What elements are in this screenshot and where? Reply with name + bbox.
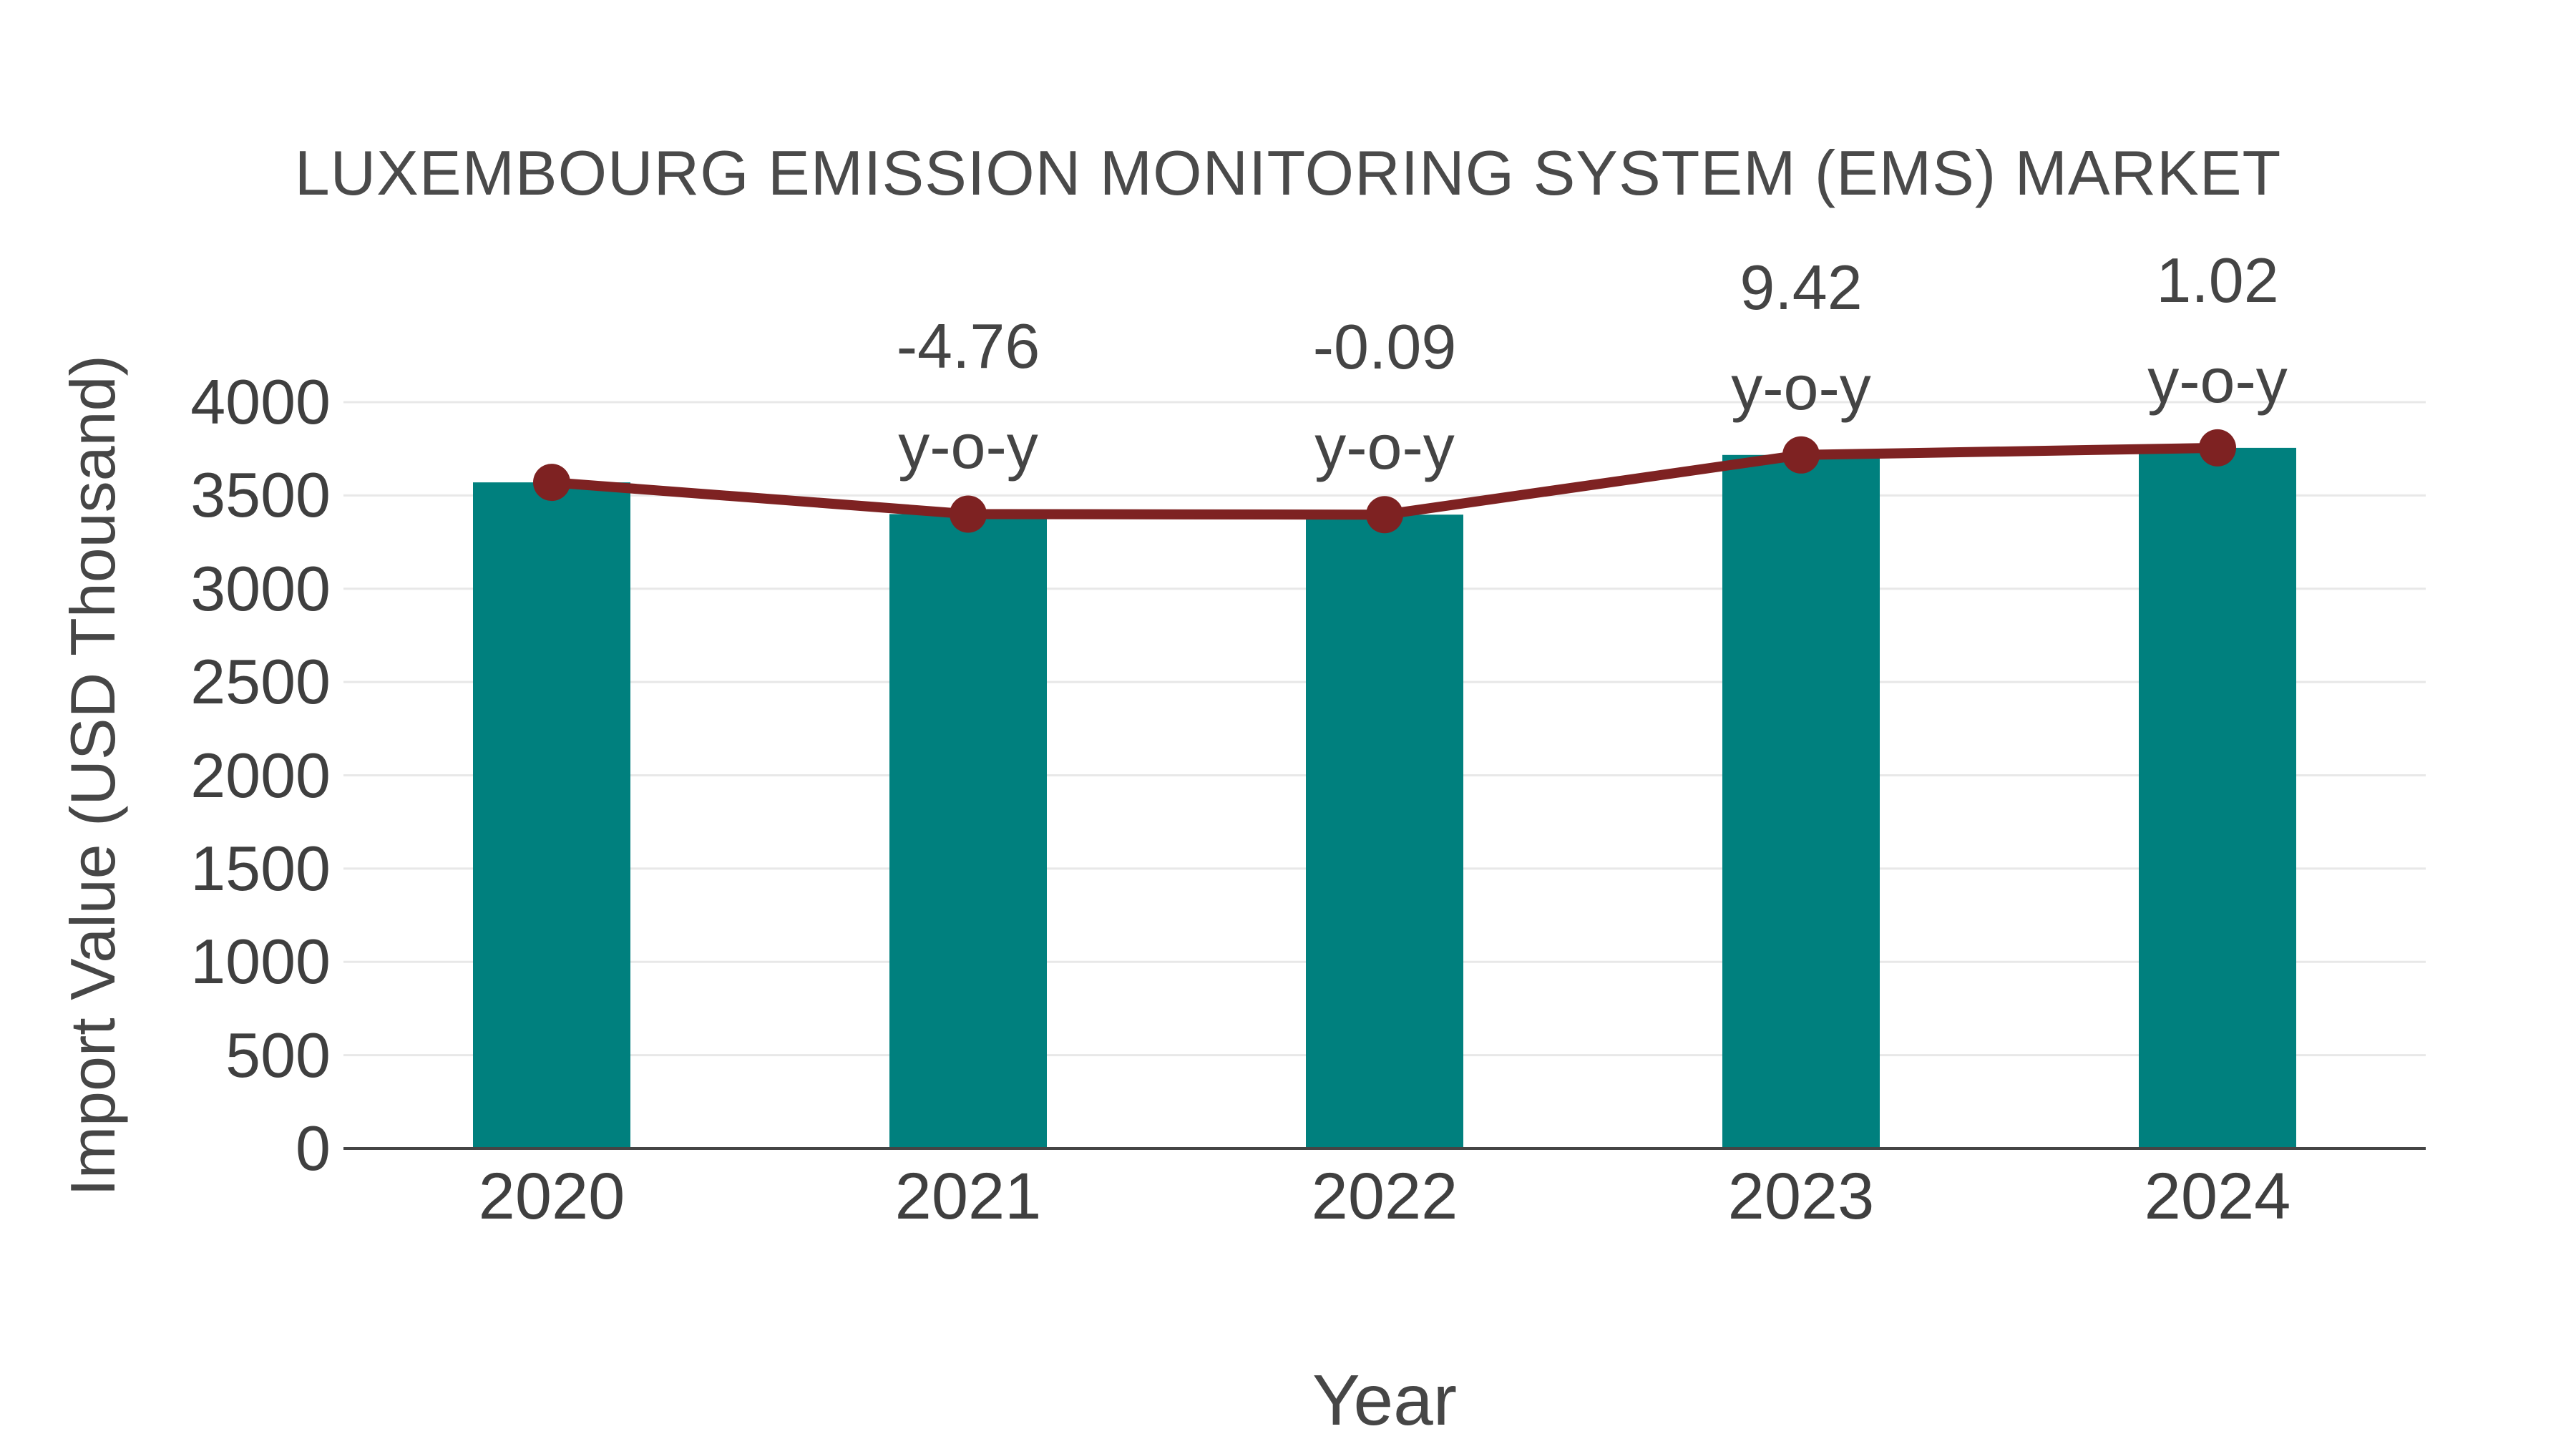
bar-2023: [1722, 454, 1880, 1148]
bar-2020: [473, 482, 630, 1148]
yoy-annotation-2021: -4.76 y-o-y: [782, 296, 1154, 497]
ytick-label-3500: 3500: [190, 459, 331, 531]
ytick-label-2000: 2000: [190, 739, 331, 811]
marker-2020: [533, 464, 570, 502]
yoy-value-2022: -0.09: [1312, 311, 1457, 383]
chart-title: LUXEMBOURG EMISSION MONITORING SYSTEM (E…: [294, 137, 2282, 208]
xtick-label-2021: 2021: [894, 1160, 1042, 1233]
ytick-label-1500: 1500: [190, 832, 331, 904]
yoy-value-2023: 9.42: [1740, 251, 1863, 323]
xtick-label-2020: 2020: [478, 1160, 625, 1233]
marker-2021: [950, 495, 987, 533]
xtick-label-2024: 2024: [2144, 1160, 2291, 1233]
xtick-label-2022: 2022: [1311, 1160, 1458, 1233]
ytick-label-500: 500: [225, 1019, 331, 1091]
ytick-label-2500: 2500: [190, 646, 331, 718]
yoy-suffix-2021: y-o-y: [898, 411, 1038, 482]
marker-2024: [2199, 429, 2236, 467]
yoy-value-2021: -4.76: [896, 311, 1040, 382]
marker-2022: [1366, 496, 1403, 534]
yoy-suffix-2022: y-o-y: [1314, 411, 1455, 483]
bar-2024: [2139, 447, 2296, 1148]
ytick-label-1000: 1000: [190, 926, 331, 997]
yoy-value-2024: 1.02: [2156, 244, 2279, 316]
marker-2023: [1782, 436, 1820, 474]
yoy-annotation-2022: -0.09 y-o-y: [1199, 297, 1571, 497]
yoy-annotation-2024: 1.02 y-o-y: [2031, 230, 2404, 431]
xtick-label-2023: 2023: [1727, 1160, 1875, 1233]
bar-2021: [889, 514, 1047, 1148]
x-axis-title: Year: [1312, 1360, 1458, 1440]
ytick-label-0: 0: [296, 1113, 331, 1184]
bar-2022: [1306, 514, 1463, 1148]
ytick-label-4000: 4000: [190, 366, 331, 437]
yoy-suffix-2023: y-o-y: [1731, 351, 1871, 423]
yoy-annotation-2023: 9.42 y-o-y: [1615, 238, 1987, 438]
ytick-label-3000: 3000: [190, 552, 331, 624]
yoy-suffix-2024: y-o-y: [2147, 344, 2288, 416]
